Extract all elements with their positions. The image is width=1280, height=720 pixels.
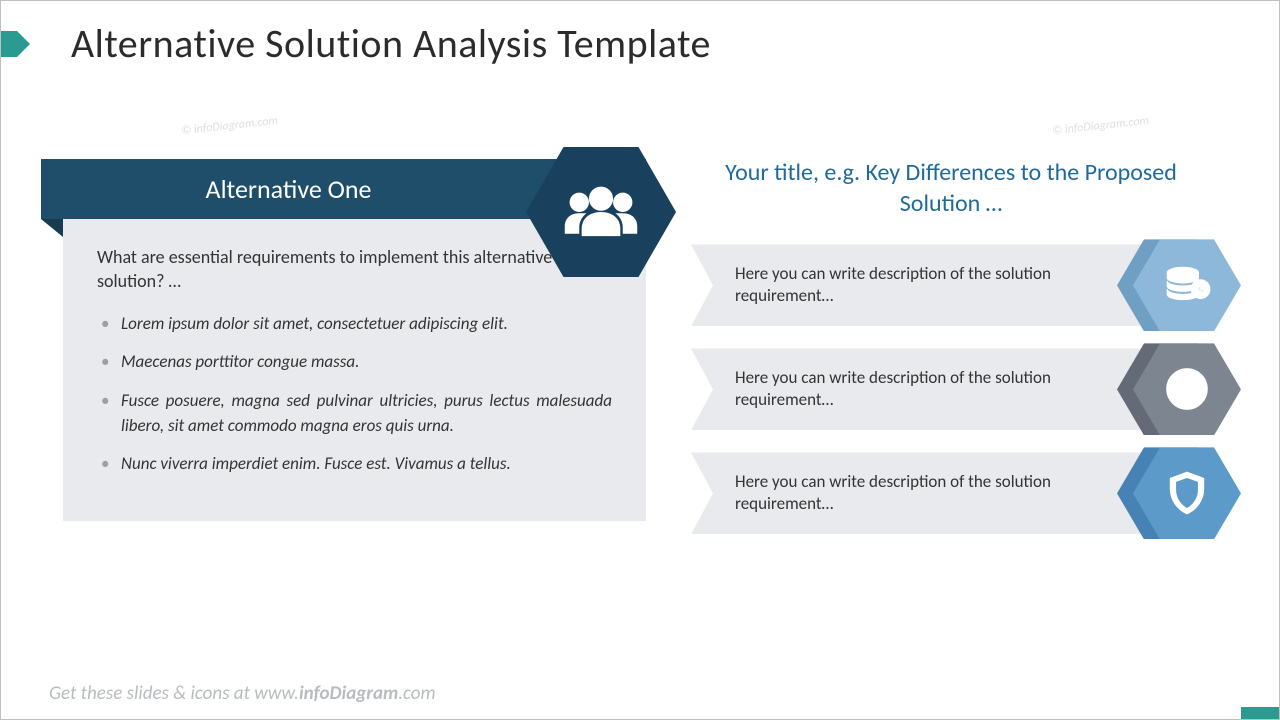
watermark: © infoDiagram.com [181,114,279,138]
footer-attribution: Get these slides & icons at www.infoDiag… [49,682,436,705]
requirement-bar: Here you can write description of the so… [691,244,1161,326]
right-title: Your title, e.g. Key Differences to the … [691,157,1241,219]
requirement-row: Here you can write description of the so… [691,239,1241,331]
people-icon [562,183,640,241]
footer-suffix: .com [398,682,435,705]
gauge-icon [1162,364,1212,414]
footer-prefix: Get these slides & icons at www. [49,682,299,705]
bullet-item: Lorem ipsum dolor sit amet, consectetuer… [97,312,612,337]
requirement-row: Here you can write description of the so… [691,343,1241,435]
bullet-item: Fusce posuere, magna sed pulvinar ultric… [97,389,612,438]
requirement-text: Here you can write description of the so… [735,367,1061,411]
slide-title: Alternative Solution Analysis Template [71,19,711,68]
requirement-bar: Here you can write description of the so… [691,452,1161,534]
requirement-text: Here you can write description of the so… [735,263,1061,307]
alternative-lead: What are essential requirements to imple… [97,245,612,294]
requirement-bar: Here you can write description of the so… [691,348,1161,430]
svg-text:$: $ [1197,283,1203,298]
requirement-text: Here you can write description of the so… [735,471,1061,515]
corner-accent [1241,707,1279,719]
alternative-bullets: Lorem ipsum dolor sit amet, consectetuer… [97,312,612,477]
shield-icon [1162,468,1212,518]
requirement-row: Here you can write description of the so… [691,447,1241,539]
right-panel: Your title, e.g. Key Differences to the … [691,157,1241,551]
edge-accent [1,31,17,57]
alternative-title: Alternative One [206,173,482,205]
footer-bold: infoDiagram [299,682,398,705]
watermark: © infoDiagram.com [1051,114,1149,138]
bullet-item: Maecenas porttitor congue massa. [97,350,612,375]
bullet-item: Nunc viverra imperdiet enim. Fusce est. … [97,452,612,477]
coins-icon: $ [1162,260,1212,310]
